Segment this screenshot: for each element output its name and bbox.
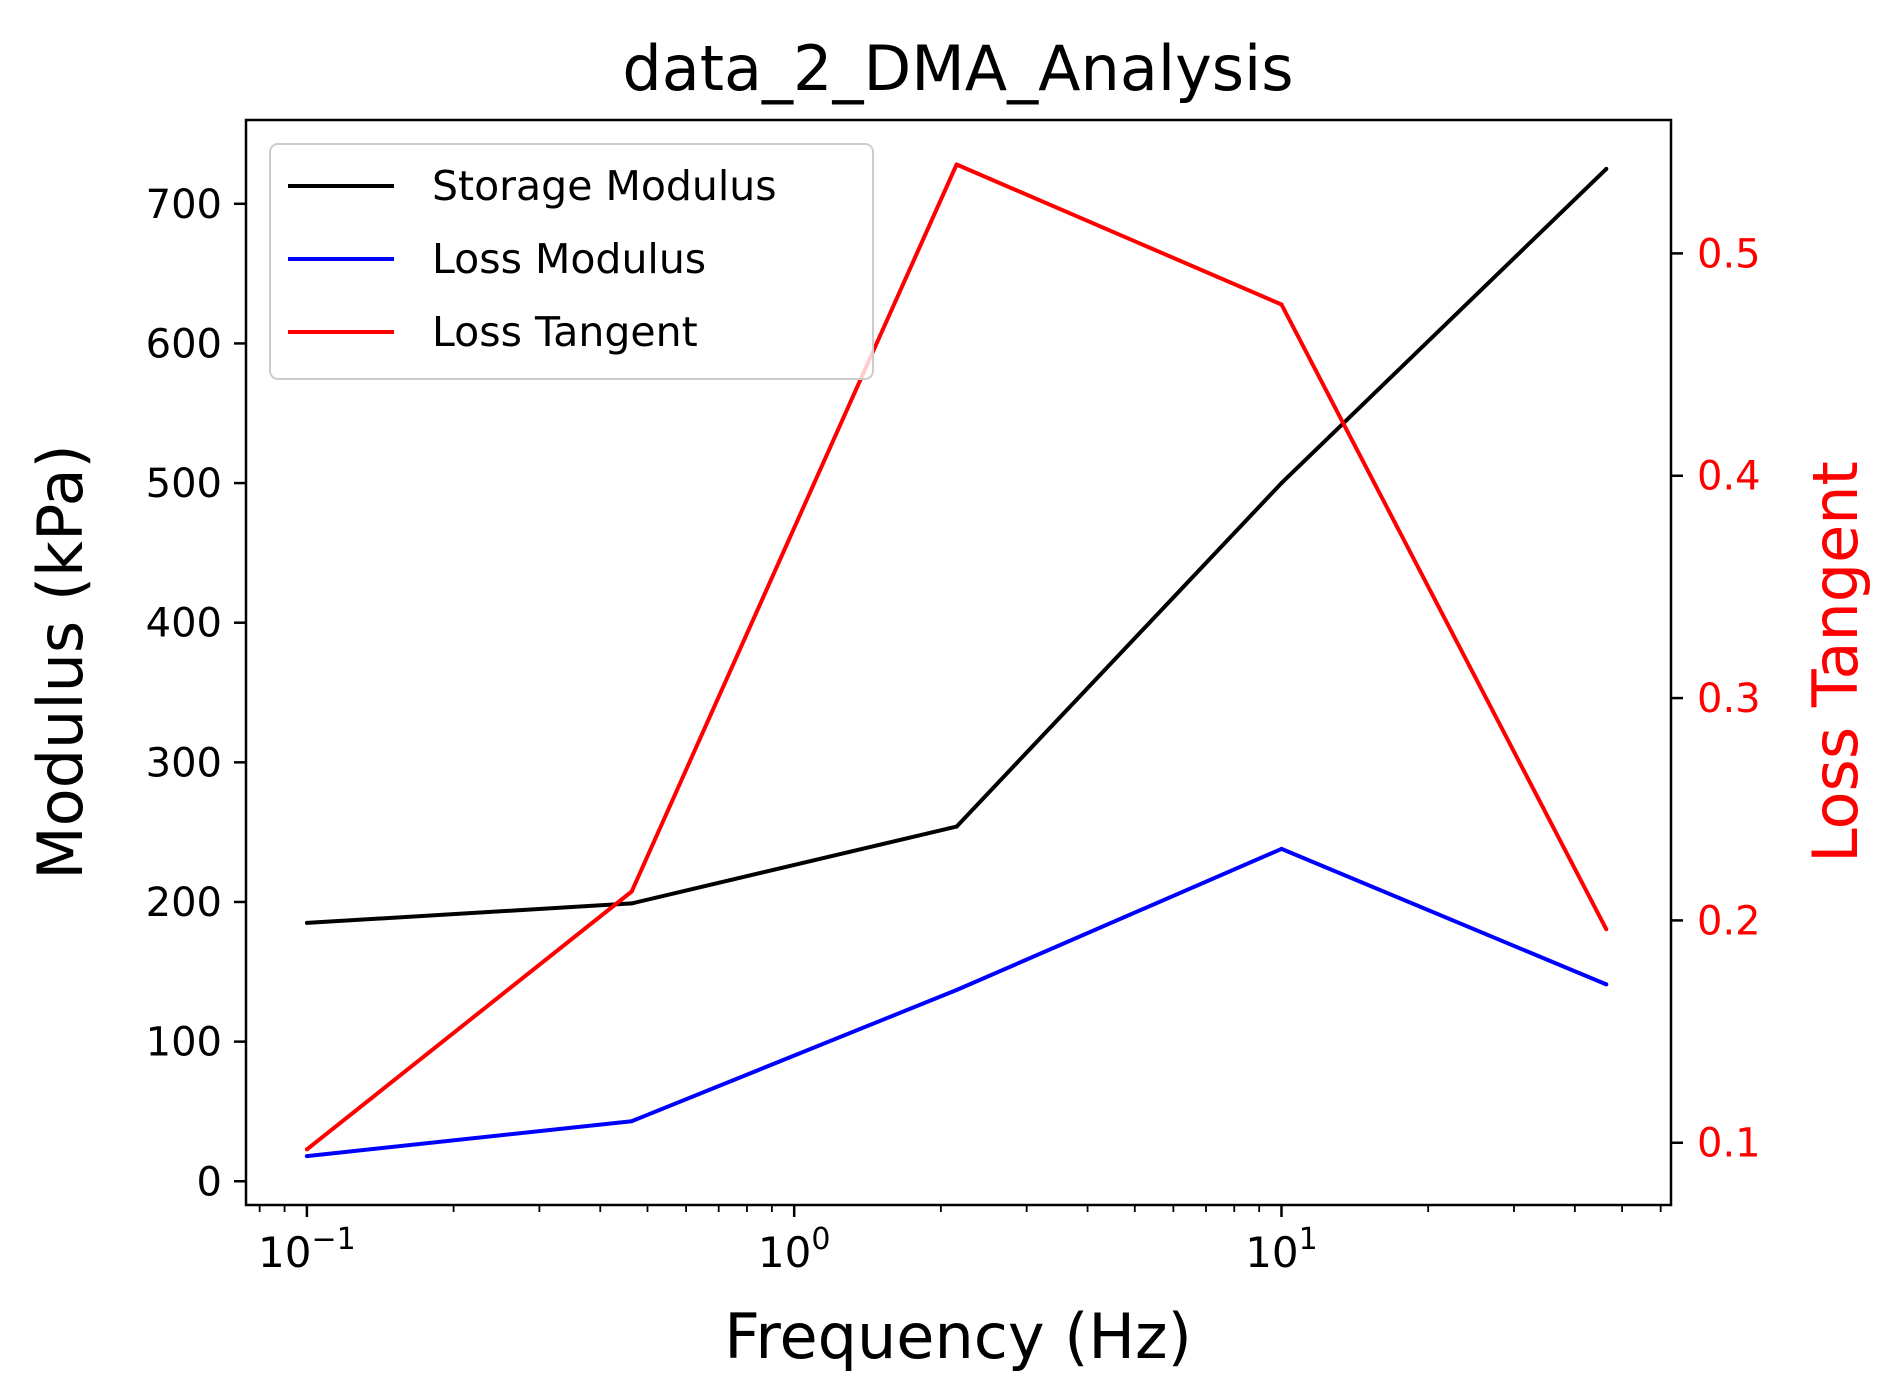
x-tick-label-1: 100 xyxy=(758,1222,831,1277)
legend-label-0: Storage Modulus xyxy=(432,162,777,210)
series-point-0-4 xyxy=(1604,166,1609,171)
y-tick-label-1: 100 xyxy=(146,1020,222,1066)
y2-tick-label-2: 0.3 xyxy=(1697,676,1761,722)
y-tick-label-2: 200 xyxy=(146,880,222,926)
series-point-1-0 xyxy=(304,1154,309,1159)
series-point-2-2 xyxy=(954,162,959,167)
series-point-0-0 xyxy=(304,920,309,925)
y2-tick-label-0: 0.1 xyxy=(1697,1121,1761,1167)
series-point-0-3 xyxy=(1279,481,1284,486)
x-axis-label: Frequency (Hz) xyxy=(724,1300,1192,1373)
x-tick-label-base: 10 xyxy=(758,1228,811,1277)
series-point-2-0 xyxy=(304,1147,309,1152)
y2-tick-label-1: 0.2 xyxy=(1697,898,1761,944)
y-tick-label-0: 0 xyxy=(197,1159,222,1205)
y-tick-label-6: 600 xyxy=(146,321,222,367)
legend: Storage Modulus Loss Modulus Loss Tangent xyxy=(269,143,874,380)
series-line-1 xyxy=(306,846,1608,1159)
y2-tick-label-3: 0.4 xyxy=(1697,454,1761,500)
y-tick-label-4: 400 xyxy=(146,601,222,647)
x-tick-label-base: 10 xyxy=(258,1228,311,1277)
y-axis-label: Modulus (kPa) xyxy=(24,444,97,879)
x-axis: 10−1 100 101 xyxy=(258,1205,1662,1277)
chart-title: data_2_DMA_Analysis xyxy=(622,32,1293,105)
y2-tick-label-4: 0.5 xyxy=(1697,231,1761,277)
y2-axis-label: Loss Tangent xyxy=(1799,461,1872,863)
y-axis-right: 0.1 0.2 0.3 0.4 0.5 xyxy=(1671,231,1761,1167)
x-tick-label-0: 10−1 xyxy=(258,1222,356,1277)
plot-area xyxy=(304,162,1609,1159)
x-tick-label-base: 10 xyxy=(1245,1228,1298,1277)
series-point-1-1 xyxy=(629,1119,634,1124)
series-point-1-4 xyxy=(1604,982,1609,987)
x-tick-label-exponent: 1 xyxy=(1299,1222,1318,1257)
series-point-2-4 xyxy=(1604,927,1609,932)
series-point-0-1 xyxy=(629,901,634,906)
legend-label-1: Loss Modulus xyxy=(432,235,706,283)
y-tick-label-7: 700 xyxy=(146,182,222,228)
series-point-1-3 xyxy=(1279,846,1284,851)
x-tick-label-exponent: 0 xyxy=(811,1222,830,1257)
y-axis-left: 0 100 200 300 400 500 600 700 xyxy=(146,182,246,1205)
y-tick-label-3: 300 xyxy=(146,740,222,786)
series-point-2-1 xyxy=(629,889,634,894)
x-tick-label-exponent: −1 xyxy=(311,1222,355,1257)
legend-box xyxy=(269,143,874,380)
x-tick-label-2: 101 xyxy=(1245,1222,1318,1277)
legend-label-2: Loss Tangent xyxy=(432,308,698,356)
series-point-1-2 xyxy=(954,988,959,992)
series-point-0-2 xyxy=(954,824,959,829)
series-point-2-3 xyxy=(1279,302,1284,307)
y-tick-label-5: 500 xyxy=(146,461,222,507)
plot-frame xyxy=(244,118,1673,1207)
